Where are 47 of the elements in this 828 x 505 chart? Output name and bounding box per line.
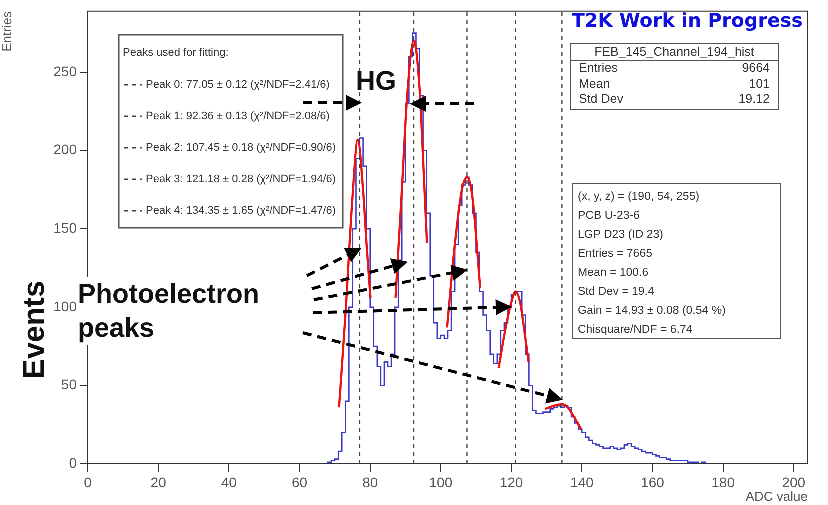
y-axis-title: Entries [0, 10, 14, 52]
annotation: Peak 1: 92.36 ± 0.13 (χ²/NDF=2.08/6) [146, 110, 330, 123]
annotation: Chisquare/NDF = 6.74 [578, 323, 694, 338]
x-tick-label: 140 [570, 474, 594, 490]
annotation: Entries [579, 61, 618, 76]
annotation: Std Dev = 19.4 [578, 285, 656, 300]
line-series [394, 40, 428, 300]
annotation: Mean [579, 76, 610, 92]
line-series [338, 138, 372, 409]
x-tick-label: 80 [362, 474, 378, 490]
x-tick-label: 180 [712, 474, 736, 490]
annotation: LGP D23 (ID 23) [578, 228, 664, 243]
y-tick-label: 0 [69, 454, 78, 471]
x-tick-label: 200 [782, 474, 806, 490]
annotation: 101 [749, 76, 770, 92]
annotation: Peak 3: 121.18 ± 0.28 (χ²/NDF=1.94/6) [146, 174, 336, 186]
x-axis-title: ADC value [746, 488, 808, 504]
annotation: (x, y, z) = (190, 54, 255) [578, 190, 701, 205]
annotation: Peak 0: 77.05 ± 0.12 (χ²/NDF=2.41/6) [146, 79, 330, 92]
annotation: Photoelectron peaks [78, 277, 296, 345]
annotation: FEB_145_Channel_194_hist [571, 44, 778, 61]
annotation: Peak 2: 107.45 ± 0.18 (χ²/NDF=0.90/6) [146, 142, 336, 154]
x-tick-label: 0 [84, 474, 92, 490]
x-tick-label: 100 [429, 474, 453, 490]
text: Events [18, 280, 52, 380]
annotation: PCB U-23-6 [578, 209, 641, 224]
y-tick-label: 50 [61, 376, 78, 393]
annotation: T2K Work in Progress [572, 10, 803, 32]
annotation: 19.12 [738, 92, 770, 108]
y-tick-label: 150 [54, 220, 78, 236]
annotation: HG [356, 66, 396, 97]
y-tick-label: 250 [54, 63, 78, 80]
annotation: Gain = 14.93 ± 0.08 (0.54 %) [578, 304, 727, 319]
x-tick-label: 120 [500, 474, 524, 490]
y-tick-label: 100 [54, 298, 78, 314]
annotation: Std Dev [579, 92, 624, 108]
x-tick-label: 40 [221, 474, 238, 490]
y-tick-label: 200 [54, 142, 78, 158]
x-tick-label: 160 [641, 474, 665, 490]
legend-title: Peaks used for fitting: [123, 47, 229, 60]
annotation: Mean = 100.6 [578, 266, 650, 281]
x-tick-label: 60 [292, 474, 308, 490]
annotation: 9664 [742, 61, 770, 76]
line-series [446, 176, 482, 329]
annotation: Entries = 7665 [578, 247, 654, 262]
x-tick-label: 20 [150, 474, 167, 490]
annotation: Peak 4: 134.35 ± 1.65 (χ²/NDF=1.47/6) [146, 205, 336, 218]
